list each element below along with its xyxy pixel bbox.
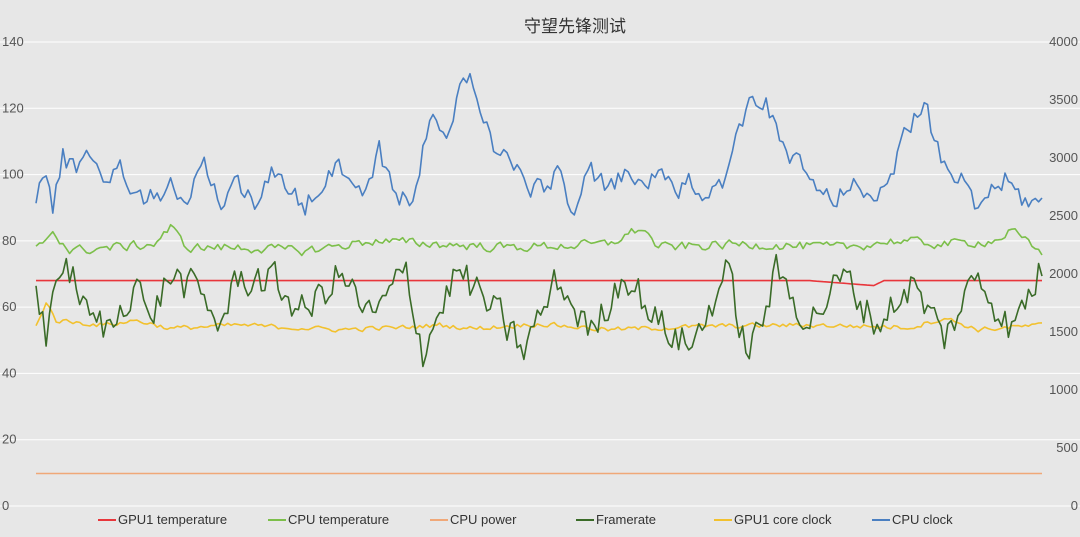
series-line-cpu-temperature xyxy=(35,223,1043,257)
legend: GPU1 temperature CPU temperature CPU power… xyxy=(98,512,953,527)
series-line-cpu-clock xyxy=(35,72,1043,216)
left-tick-label: 100 xyxy=(2,167,24,182)
left-tick-label: 140 xyxy=(2,34,24,49)
left-tick-label: 20 xyxy=(2,432,16,447)
chart-title: 守望先锋测试 xyxy=(524,17,626,37)
right-tick-label: 500 xyxy=(1056,440,1078,455)
left-tick-label: 80 xyxy=(2,233,16,248)
legend-label: GPU1 core clock xyxy=(734,512,832,527)
gridlines xyxy=(0,41,1080,507)
right-tick-label: 3000 xyxy=(1049,150,1078,165)
right-tick-label: 4000 xyxy=(1049,34,1078,49)
legend-label: CPU temperature xyxy=(288,512,389,527)
left-tick-label: 40 xyxy=(2,365,16,380)
right-tick-label: 2000 xyxy=(1049,266,1078,281)
right-axis-ticks: 0 500 1000 1500 2000 2500 3000 3500 4000 xyxy=(1049,34,1078,513)
right-tick-label: 1500 xyxy=(1049,324,1078,339)
legend-label: CPU power xyxy=(450,512,517,527)
right-tick-label: 0 xyxy=(1071,498,1078,513)
right-tick-label: 1000 xyxy=(1049,382,1078,397)
series-line-framerate xyxy=(35,253,1043,368)
left-tick-label: 60 xyxy=(2,299,16,314)
right-tick-label: 3500 xyxy=(1049,92,1078,107)
left-tick-label: 120 xyxy=(2,100,24,115)
series-line-gpu1-temperature xyxy=(36,279,1042,287)
right-tick-label: 2500 xyxy=(1049,208,1078,223)
legend-label: Framerate xyxy=(596,512,656,527)
series-lines xyxy=(35,72,1043,475)
legend-label: CPU clock xyxy=(892,512,953,527)
left-tick-label: 0 xyxy=(2,498,9,513)
series-line-gpu1-core-clock xyxy=(35,302,1043,333)
left-axis-ticks: 0 20 40 60 80 100 120 140 xyxy=(2,34,24,513)
legend-label: GPU1 temperature xyxy=(118,512,227,527)
